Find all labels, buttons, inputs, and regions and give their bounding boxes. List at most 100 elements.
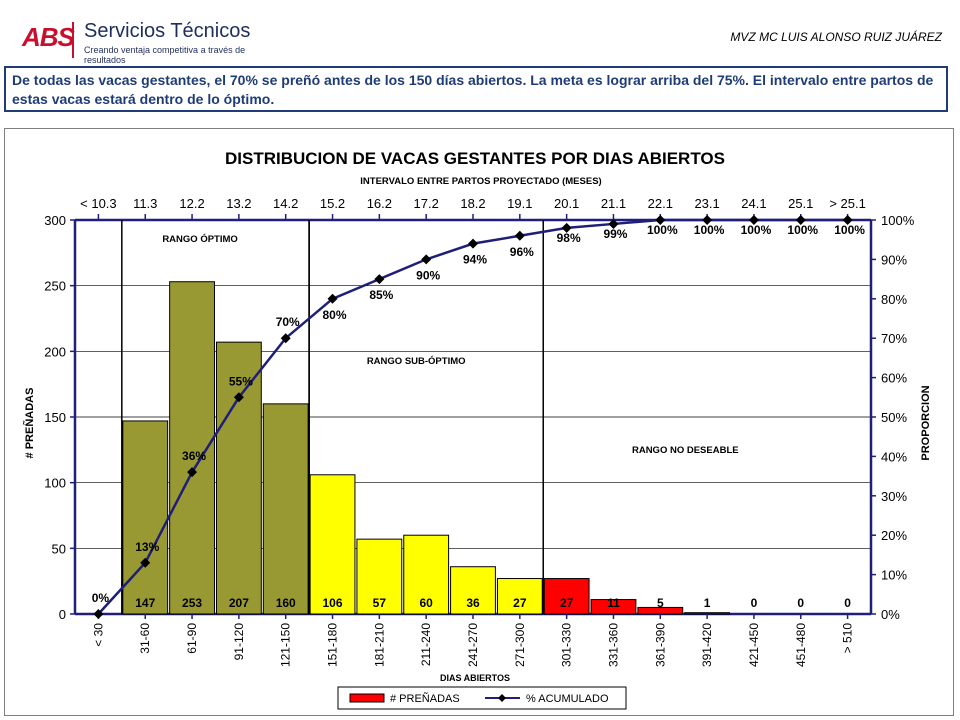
cumulative-label: 0% xyxy=(92,591,110,605)
cumulative-label: 94% xyxy=(463,253,487,267)
month-label: 20.1 xyxy=(554,196,579,211)
month-label: 22.1 xyxy=(648,196,673,211)
logo-tagline: Creando ventaja competitiva a través de … xyxy=(84,45,246,65)
left-tick-label: 150 xyxy=(44,410,66,425)
bar-value-label: 0 xyxy=(751,596,758,610)
legend-bar-label: # PREÑADAS xyxy=(390,692,460,705)
left-tick-label: 50 xyxy=(52,541,66,556)
cumulative-point xyxy=(608,218,619,229)
month-label: 14.2 xyxy=(273,196,298,211)
bar-value-label: 5 xyxy=(657,596,664,610)
bar-value-label: 60 xyxy=(419,596,433,610)
logo-abbr: ABS xyxy=(22,22,75,52)
cumulative-point xyxy=(748,215,759,225)
chart-legend: # PREÑADAS % ACUMULADO xyxy=(337,686,627,710)
cumulative-label: 85% xyxy=(369,288,393,302)
zone-label: RANGO ÓPTIMO xyxy=(162,233,237,245)
cumulative-point xyxy=(280,333,291,344)
month-label: 24.1 xyxy=(741,196,766,211)
category-label: 31-60 xyxy=(138,623,152,654)
plot-area: 0501001502002503000%10%20%30%40%50%60%70… xyxy=(44,196,914,667)
cumulative-label: 70% xyxy=(276,315,300,329)
right-tick-label: 0% xyxy=(881,607,900,622)
category-label: 271-300 xyxy=(513,623,527,667)
bar-value-label: 57 xyxy=(373,596,387,610)
bar xyxy=(262,403,309,615)
cumulative-label: 98% xyxy=(557,231,581,245)
right-tick-label: 90% xyxy=(881,252,907,267)
cumulative-label: 36% xyxy=(182,449,206,463)
right-tick-label: 70% xyxy=(881,331,907,346)
month-label: 15.2 xyxy=(320,196,345,211)
cumulative-label: 96% xyxy=(510,245,534,259)
category-label: 391-420 xyxy=(700,623,714,667)
category-label: 151-180 xyxy=(326,623,340,667)
x-axis-label: DIAS ABIERTOS xyxy=(440,673,510,683)
category-label: < 30 xyxy=(91,623,105,647)
bar-value-label: 253 xyxy=(182,596,202,610)
bar-value-label: 1 xyxy=(704,596,711,610)
cumulative-label: 13% xyxy=(135,540,159,554)
category-label: 91-120 xyxy=(232,623,246,661)
bar xyxy=(309,474,356,615)
month-label: 19.1 xyxy=(507,196,532,211)
cumulative-point xyxy=(327,293,338,304)
month-label: 17.2 xyxy=(414,196,439,211)
bar-value-label: 106 xyxy=(323,596,343,610)
legend-bar-swatch xyxy=(349,693,385,703)
bar-value-label: 147 xyxy=(135,596,155,610)
bar-value-label: 27 xyxy=(560,596,574,610)
cumulative-point xyxy=(233,392,244,403)
category-label: 301-330 xyxy=(560,623,574,667)
category-label: 421-450 xyxy=(747,623,761,667)
legend-line-label: % ACUMULADO xyxy=(526,693,609,705)
cumulative-label: 99% xyxy=(603,227,627,241)
bar xyxy=(543,578,590,615)
cumulative-label: 80% xyxy=(323,308,347,322)
cumulative-point xyxy=(561,222,572,233)
logo-brand: Servicios Técnicos xyxy=(84,20,251,42)
category-label: 241-270 xyxy=(466,623,480,667)
month-label: < 10.3 xyxy=(80,196,117,211)
bar xyxy=(450,566,496,615)
bar xyxy=(684,612,731,615)
right-tick-label: 60% xyxy=(881,371,907,386)
legend-line-marker xyxy=(498,694,506,702)
left-tick-label: 100 xyxy=(44,476,66,491)
category-label: 361-390 xyxy=(653,623,667,667)
category-label: 121-150 xyxy=(279,623,293,667)
cumulative-point xyxy=(93,609,104,619)
right-tick-label: 30% xyxy=(881,489,907,504)
cumulative-label: 100% xyxy=(834,223,865,237)
right-tick-label: 10% xyxy=(881,568,907,583)
month-label: 11.3 xyxy=(133,196,157,211)
logo-divider xyxy=(72,22,74,58)
cumulative-point xyxy=(795,215,806,225)
cumulative-point xyxy=(655,215,666,225)
left-tick-label: 0 xyxy=(59,607,66,622)
month-label: 12.2 xyxy=(179,196,204,211)
month-label: 18.2 xyxy=(460,196,485,211)
bar xyxy=(215,341,262,615)
bar-value-label: 11 xyxy=(607,596,620,610)
zone-label: RANGO SUB-ÓPTIMO xyxy=(367,355,466,367)
right-tick-label: 20% xyxy=(881,528,907,543)
right-tick-label: 80% xyxy=(881,292,907,307)
month-label: 13.2 xyxy=(226,196,251,211)
legend-box xyxy=(337,686,627,710)
right-tick-label: 100% xyxy=(881,213,915,228)
month-label: 25.1 xyxy=(788,196,813,211)
cumulative-point xyxy=(374,274,385,285)
cumulative-point xyxy=(702,215,713,225)
right-axis-label: PROPORCION xyxy=(920,385,932,460)
bar-value-label: 160 xyxy=(276,596,296,610)
chart-subtitle: INTERVALO ENTRE PARTOS PROYECTADO (MESES… xyxy=(360,176,601,187)
bar-value-label: 36 xyxy=(466,596,480,610)
left-tick-label: 300 xyxy=(44,213,66,228)
chart-frame: DISTRIBUCION DE VACAS GESTANTES POR DIAS… xyxy=(4,128,954,716)
cumulative-label: 100% xyxy=(741,223,772,237)
left-tick-label: 200 xyxy=(44,344,66,359)
bar xyxy=(403,534,450,615)
category-label: 331-360 xyxy=(606,623,620,667)
category-label: 211-240 xyxy=(419,623,433,666)
